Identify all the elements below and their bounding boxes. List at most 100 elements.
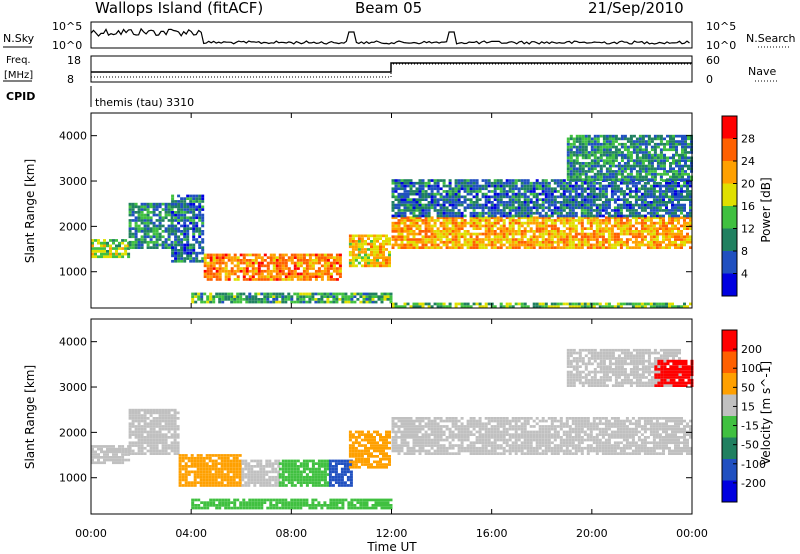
heatmap-cell [508, 179, 512, 182]
heatmap-cell [183, 249, 187, 252]
heatmap-cell [481, 203, 485, 207]
heatmap-cell [320, 253, 324, 257]
heatmap-cell [137, 419, 141, 423]
heatmap-cell [418, 219, 422, 222]
heatmap-cell [517, 224, 521, 228]
heatmap-cell [217, 481, 221, 484]
heatmap-cell [547, 206, 551, 210]
heatmap-cell [689, 203, 692, 207]
heatmap-cell [605, 142, 609, 146]
heatmap-cell [149, 411, 153, 415]
heatmap-cell [640, 203, 644, 207]
heatmap-cell [140, 243, 144, 247]
heatmap-cell [505, 232, 509, 236]
heatmap-cell [334, 478, 338, 482]
heatmap-cell [517, 227, 521, 230]
heatmap-cell [287, 292, 291, 296]
heatmap-cell [251, 269, 255, 273]
heatmap-cell [281, 264, 285, 268]
heatmap-cell [137, 452, 141, 455]
heatmap-cell [460, 232, 464, 236]
heatmap-cell [659, 153, 663, 157]
heatmap-cell [149, 205, 153, 209]
heatmap-cell [167, 430, 171, 434]
heatmap-cell [599, 175, 603, 179]
heatmap-cell [305, 275, 309, 278]
heatmap-cell [351, 248, 355, 251]
heatmap-cell [109, 456, 112, 459]
heatmap-cell [236, 295, 240, 298]
heatmap-cell [601, 190, 605, 193]
heatmap-cell [556, 211, 560, 215]
heatmap-cell [454, 181, 458, 185]
heatmap-cell [596, 162, 600, 165]
heatmap-cell [201, 197, 205, 200]
heatmap-cell [616, 232, 620, 236]
heatmap-cell [556, 240, 560, 244]
heatmap-cell [532, 235, 536, 239]
heatmap-cell [629, 178, 633, 181]
heatmap-cell [121, 458, 125, 462]
heatmap-cell [412, 214, 416, 218]
heatmap-cell [668, 216, 671, 220]
heatmap-cell [421, 246, 425, 249]
heatmap-cell [451, 238, 455, 241]
heatmap-cell [640, 198, 644, 201]
heatmap-cell [206, 300, 210, 304]
heatmap-cell [385, 240, 388, 243]
heatmap-cell [614, 156, 618, 160]
heatmap-cell [275, 298, 279, 301]
heatmap-cell [649, 302, 653, 306]
heatmap-cell [604, 190, 608, 193]
heatmap-cell [490, 214, 494, 218]
heatmap-cell [278, 275, 282, 278]
heatmap-cell [100, 250, 103, 253]
heatmap-cell [610, 181, 614, 185]
heatmap-cell [192, 251, 196, 255]
heatmap-cell [655, 302, 659, 306]
heatmap-cell [616, 305, 620, 308]
heatmap-cell [257, 269, 261, 273]
heatmap-cell [586, 246, 590, 249]
heatmap-cell [421, 211, 425, 215]
heatmap-cell [672, 145, 675, 149]
heatmap-cell [293, 300, 297, 304]
heatmap-cell [332, 264, 336, 268]
heatmap-cell [653, 148, 657, 152]
heatmap-cell [448, 195, 452, 199]
heatmap-cell [323, 470, 327, 474]
heatmap-cell [619, 240, 623, 244]
heatmap-cell [266, 298, 270, 301]
heatmap-cell [155, 411, 159, 415]
heatmap-cell [121, 461, 125, 465]
heatmap-cell [134, 427, 138, 431]
heatmap-cell [211, 473, 215, 476]
heatmap-cell [272, 292, 276, 296]
heatmap-cell [652, 221, 656, 225]
heatmap-cell [109, 250, 112, 253]
heatmap-cell [460, 214, 464, 218]
heatmap-cell [146, 441, 150, 445]
heatmap-cell [183, 213, 187, 217]
heatmap-cell [593, 140, 597, 143]
heatmap-cell [587, 178, 591, 181]
cpid-label: CPID [6, 90, 35, 103]
heatmap-cell [128, 452, 132, 455]
heatmap-cell [457, 230, 461, 233]
heatmap-cell [529, 181, 533, 185]
heatmap-cell [571, 305, 575, 308]
heatmap-cell [644, 170, 648, 173]
station-title: Wallops Island (fitACF) [95, 0, 263, 17]
heatmap-cell [583, 232, 587, 236]
heatmap-cell [299, 259, 303, 262]
heatmap-cell [677, 206, 680, 210]
heatmap-cell [388, 261, 391, 265]
heatmap-cell [167, 411, 171, 415]
heatmap-cell [684, 156, 687, 160]
heatmap-cell [607, 181, 611, 185]
heatmap-cell [317, 261, 321, 265]
heatmap-cell [616, 209, 620, 212]
heatmap-cell [415, 238, 419, 241]
heatmap-cell [348, 250, 352, 254]
heatmap-cell [347, 300, 351, 304]
